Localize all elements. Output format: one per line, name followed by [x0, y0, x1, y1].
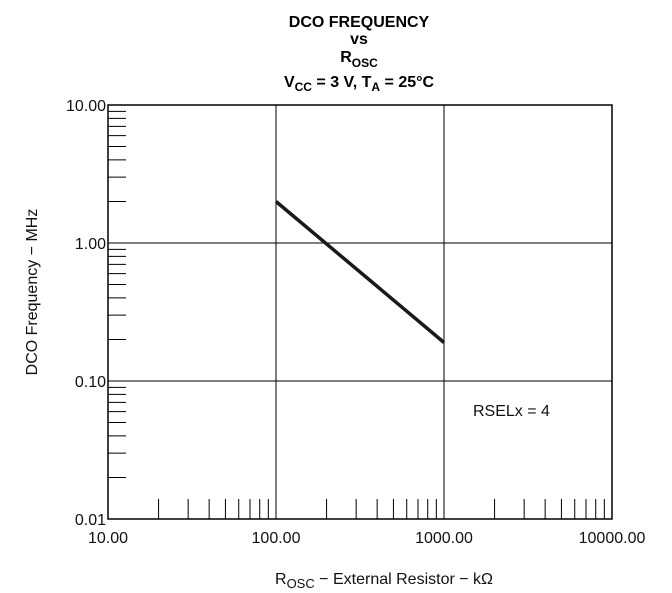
title-rosc-main: R: [340, 49, 352, 66]
title-line-4: VCC = 3 V, TA = 25°C: [284, 74, 435, 94]
grid-layer: [108, 105, 612, 519]
title-line-2: vs: [350, 31, 368, 48]
title-line-3: ROSC: [340, 49, 378, 70]
title-vcc-main: V: [284, 74, 295, 91]
title-ta-value: = 25°C: [380, 74, 434, 91]
y-tick-label: 10.00: [66, 98, 106, 115]
x-axis-label-main: R: [275, 571, 287, 588]
chart-title: DCO FREQUENCY vs ROSC VCC = 3 V, TA = 25…: [284, 14, 435, 94]
x-tick-label: 10.00: [88, 530, 128, 547]
x-axis-label-rest: − External Resistor − kΩ: [315, 571, 493, 588]
y-tick-label: 0.10: [75, 374, 106, 391]
x-tick-label: 1000.00: [415, 530, 473, 547]
title-rosc-sub: OSC: [352, 56, 378, 70]
plot-frame: [107, 104, 613, 520]
x-axis-label: ROSC − External Resistor − kΩ: [275, 571, 493, 591]
minor-tick-layer: [108, 110, 605, 519]
x-tick-labels: 10.00 100.00 1000.00 10000.00: [88, 530, 645, 547]
title-vcc-sub: CC: [295, 80, 313, 94]
y-tick-label: 0.01: [75, 512, 106, 529]
x-tick-label: 10000.00: [579, 530, 646, 547]
series-line-0: [274, 200, 446, 344]
y-tick-labels: 0.01 0.10 1.00 10.00: [66, 98, 106, 529]
title-vcc-value: = 3 V, T: [312, 74, 372, 91]
x-tick-label: 100.00: [252, 530, 301, 547]
title-ta-sub: A: [371, 80, 380, 94]
y-axis-label: DCO Frequency − MHz: [24, 209, 41, 376]
series-layer: [274, 200, 446, 344]
title-line-1: DCO FREQUENCY: [289, 14, 430, 31]
x-axis-label-sub: OSC: [287, 576, 315, 591]
y-tick-label: 1.00: [75, 236, 106, 253]
annotation-rselx: RSELx = 4: [473, 403, 550, 420]
